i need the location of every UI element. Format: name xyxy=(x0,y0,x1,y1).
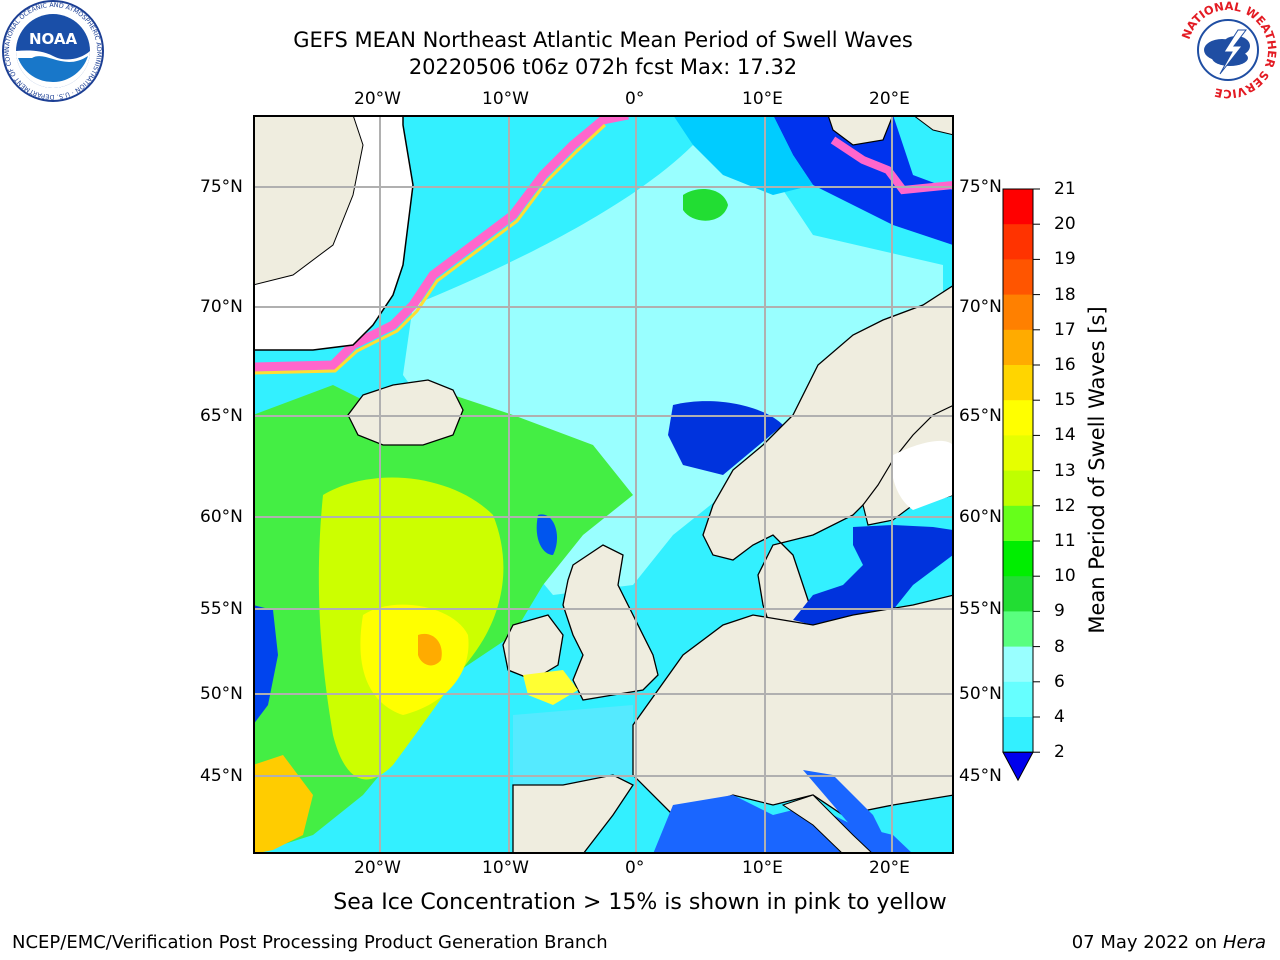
lat-label-right-70n: 70°N xyxy=(959,297,1002,317)
swell-band-14-15s-west xyxy=(360,604,469,715)
colorbar-tick-label: 9 xyxy=(1054,601,1065,622)
colorbar-swatch xyxy=(1003,224,1033,260)
colorbar-swatch xyxy=(1003,329,1033,366)
map-subtitle: 20220506 t06z 072h fcst Max: 17.32 xyxy=(408,55,798,79)
colorbar-swatch xyxy=(1003,717,1033,753)
lat-label-right-50n: 50°N xyxy=(959,684,1002,704)
swell-band-2-4s-north xyxy=(773,115,953,245)
colorbar-swatch xyxy=(1003,541,1033,577)
nws-icon: NATIONAL WEATHER SERVICE xyxy=(1179,0,1278,100)
colorbar-tick-label: 8 xyxy=(1054,636,1065,657)
colorbar-swatch xyxy=(1003,189,1033,225)
lon-label-top-20w: 20°W xyxy=(354,89,401,109)
lat-label-left-55n: 55°N xyxy=(200,599,243,619)
italy-land xyxy=(781,794,874,854)
colorbar-swatch xyxy=(1003,400,1033,436)
lat-label-right-65n: 65°N xyxy=(959,406,1002,426)
lat-label-left-60n: 60°N xyxy=(200,507,243,527)
greenland-land-beige xyxy=(253,115,364,286)
baltic-sea xyxy=(793,525,953,625)
lat-label-right-45n: 45°N xyxy=(959,766,1002,786)
noaa-logo-text: NOAA xyxy=(29,30,78,48)
colorbar-tick-label: 13 xyxy=(1054,460,1076,481)
colorbar-tick-label: 15 xyxy=(1054,390,1076,411)
celtic-sea-swell xyxy=(523,670,578,705)
colorbar-swatch xyxy=(1003,505,1033,542)
colorbar-tick-label: 4 xyxy=(1054,707,1065,727)
colorbar-tick-label: 19 xyxy=(1054,249,1076,270)
colorbar-tick-label: 17 xyxy=(1054,319,1076,340)
map-frame xyxy=(253,115,954,854)
swell-band-10-11s-north xyxy=(683,189,728,221)
lat-label-left-45n: 45°N xyxy=(200,766,243,786)
footer-date-text: 07 May 2022 on xyxy=(1071,932,1218,953)
colorbar-swatch xyxy=(1003,611,1033,648)
colorbar-tick-label: 21 xyxy=(1054,179,1076,199)
colorbar-tick-label: 11 xyxy=(1054,531,1076,551)
sea-ice-note: Sea Ice Concentration > 15% is shown in … xyxy=(333,890,947,915)
colorbar-tick-label: 16 xyxy=(1054,355,1076,375)
svalbard-land xyxy=(827,115,894,146)
map-title: GEFS MEAN Northeast Atlantic Mean Period… xyxy=(293,28,913,52)
colorbar-swatch xyxy=(1003,470,1033,507)
lat-label-right-55n: 55°N xyxy=(959,599,1002,619)
colorbar-swatch xyxy=(1003,259,1033,296)
colorbar-tick-label: 18 xyxy=(1054,284,1076,305)
lon-label-top-20e: 20°E xyxy=(869,89,910,109)
lat-label-right-75n: 75°N xyxy=(959,177,1002,197)
colorbar-tick-label: 6 xyxy=(1054,671,1065,692)
colorbar-extend-arrow xyxy=(1002,751,1034,782)
lat-label-left-75n: 75°N xyxy=(200,177,243,197)
lon-label-top-10e: 10°E xyxy=(742,89,783,109)
colorbar-tick-label: 2 xyxy=(1054,742,1065,763)
colorbar-swatch xyxy=(1003,646,1033,683)
colorbar-swatch xyxy=(1003,435,1033,472)
colorbar-tick-label: 20 xyxy=(1054,214,1076,235)
colorbar-title: Mean Period of Swell Waves [s] xyxy=(1085,306,1109,634)
adriatic-sea xyxy=(803,770,883,840)
lon-label-top-0: 0° xyxy=(625,89,645,109)
footer-host: Hera xyxy=(1222,932,1266,953)
iceland-land xyxy=(347,379,464,446)
sea-ice-greenland-edge xyxy=(253,115,629,372)
sea-ice-svalbard-edge xyxy=(830,136,954,195)
lon-label-bottom-10e: 10°E xyxy=(742,858,783,878)
footer-date: 07 May 2022 on Hera xyxy=(1072,932,1266,953)
swell-band-2-4s-norway xyxy=(668,401,783,475)
iberia-land xyxy=(512,774,634,854)
lat-label-left-70n: 70°N xyxy=(200,297,243,317)
swell-band-4-6s-north xyxy=(673,115,813,195)
lon-label-bottom-0: 0° xyxy=(625,858,645,878)
lon-label-bottom-10w: 10°W xyxy=(482,858,529,878)
lat-label-right-60n: 60°N xyxy=(959,507,1002,527)
north-sea-blue-patch xyxy=(536,514,558,555)
lat-label-left-50n: 50°N xyxy=(200,684,243,704)
graticule xyxy=(253,115,954,854)
colorbar xyxy=(1002,188,1040,782)
colorbar-swatch xyxy=(1003,294,1033,331)
colorbar-tick-label: 10 xyxy=(1054,566,1076,587)
sea-ice-greenland-edge-yellow xyxy=(253,123,607,375)
lon-label-top-10w: 10°W xyxy=(482,89,529,109)
swell-band-14-16s-southwest xyxy=(253,755,313,854)
franz-josef-land xyxy=(912,115,954,136)
colorbar-swatch xyxy=(1003,681,1033,718)
noaa-icon: NATIONAL OCEANIC AND ATMOSPHERIC ADMINIS… xyxy=(2,0,104,102)
lat-label-left-65n: 65°N xyxy=(200,406,243,426)
swell-band-16-17s-west xyxy=(418,633,442,666)
footer-credit: NCEP/EMC/Verification Post Processing Pr… xyxy=(12,932,608,953)
lon-label-bottom-20w: 20°W xyxy=(354,858,401,878)
lon-label-bottom-20e: 20°E xyxy=(869,858,910,878)
colorbar-swatch xyxy=(1003,576,1033,612)
colorbar-tick-label: 12 xyxy=(1054,495,1076,516)
swell-period-map xyxy=(253,115,954,854)
colorbar-swatch xyxy=(1003,365,1033,401)
sweden-white-area xyxy=(891,440,953,510)
great-britain-land xyxy=(562,544,659,701)
colorbar-tick-label: 14 xyxy=(1054,425,1076,446)
